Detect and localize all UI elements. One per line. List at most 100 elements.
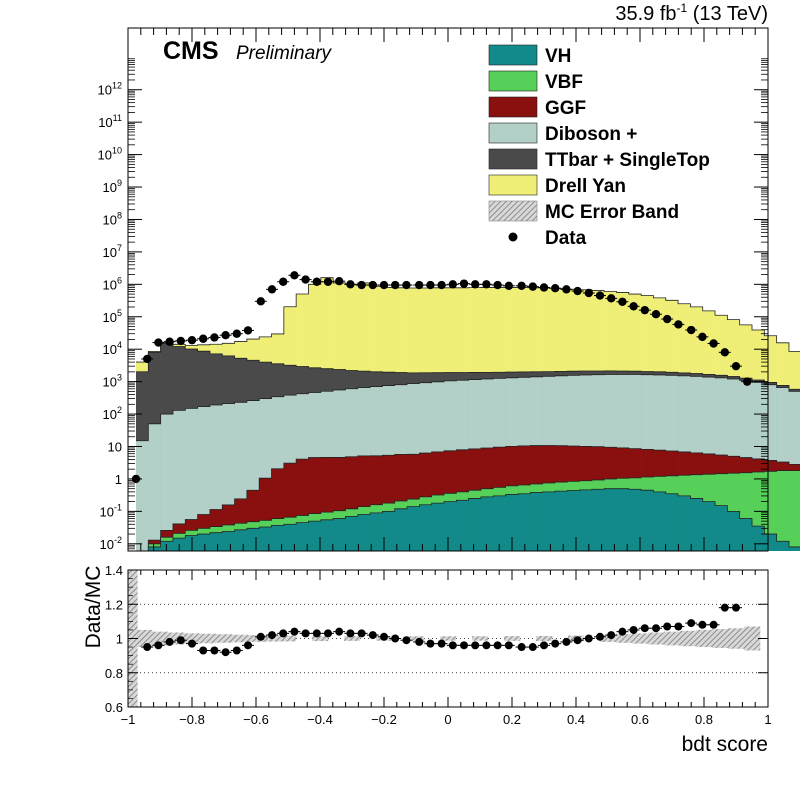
ratio-point — [618, 627, 627, 636]
stack-bin — [259, 526, 272, 551]
stack-bin — [702, 501, 716, 551]
ratio-band-bin — [696, 629, 713, 648]
ratio-band-bin — [680, 630, 697, 647]
legend-label: Data — [545, 228, 587, 249]
ratio-y-tick-label: 1.4 — [105, 563, 123, 578]
data-point — [368, 280, 377, 290]
ratio-point — [448, 641, 457, 650]
data-point — [154, 338, 163, 347]
ratio-band-bin — [280, 635, 297, 642]
ratio-point — [210, 646, 219, 655]
stack-outline-TTbar — [136, 342, 800, 390]
data-point — [595, 291, 605, 300]
ratio-point — [517, 643, 526, 652]
stack-bin — [641, 490, 654, 551]
legend-entry: Data — [508, 228, 587, 249]
stack-bin — [333, 518, 346, 551]
ratio-band-bin — [216, 634, 233, 643]
ratio-x-tick-label: −0.4 — [307, 712, 333, 727]
ratio-point — [562, 637, 571, 646]
stack-bin — [579, 489, 593, 551]
ratio-point — [199, 646, 208, 655]
stack-bin — [394, 508, 408, 551]
lumi-label: 35.9 fb-1 (13 TeV) — [615, 1, 768, 25]
stack-bin — [222, 531, 235, 551]
y-tick-label: 10-2 — [100, 535, 122, 552]
ratio-point — [165, 637, 174, 646]
data-point — [482, 280, 491, 289]
data-point — [640, 305, 649, 315]
stack-bin — [431, 503, 445, 551]
stack-bin — [185, 408, 198, 551]
ratio-x-tick-label: 1 — [764, 712, 771, 727]
data-point — [674, 320, 683, 329]
stack-bin — [776, 470, 790, 551]
ratio-point — [607, 631, 616, 640]
legend-swatch — [488, 122, 538, 144]
y-tick-label: 102 — [103, 405, 122, 422]
data-point — [143, 354, 152, 364]
stack-bin — [246, 528, 260, 551]
data-point — [187, 335, 197, 345]
ratio-point — [460, 641, 468, 650]
ratio-point — [335, 627, 344, 636]
stack-outline-GGF — [136, 445, 800, 552]
ratio-band-bin — [728, 628, 745, 649]
stack-bin — [296, 522, 309, 551]
stack-bin — [788, 546, 800, 551]
ratio-x-tick-label: 0 — [444, 712, 451, 727]
ratio-point — [380, 632, 388, 641]
ratio-point — [504, 641, 513, 650]
ratio-x-tick-label: −0.6 — [243, 712, 269, 727]
ratio-point — [573, 636, 582, 645]
ratio-x-tick-label: −0.8 — [179, 712, 205, 727]
data-point — [651, 310, 661, 319]
stack-bin — [604, 488, 617, 551]
stack-outline-VBF — [136, 470, 800, 552]
ratio-points — [141, 603, 742, 657]
stack-bin — [209, 532, 223, 551]
stack-bin — [727, 511, 740, 551]
stack-bin — [530, 492, 543, 551]
stack-bin — [788, 470, 800, 551]
data-point — [573, 286, 582, 296]
ratio-band-bin — [600, 635, 617, 642]
stack-bin — [419, 504, 432, 551]
data-point — [415, 280, 424, 290]
stack-bin — [444, 501, 457, 551]
data-point — [471, 280, 480, 289]
data-point — [279, 277, 288, 286]
ratio-band-bin — [136, 629, 153, 648]
ratio-x-tick-label: 0.6 — [631, 712, 649, 727]
stack-bin — [197, 534, 211, 551]
y-tick-label: 107 — [103, 243, 122, 260]
stack-bin — [382, 511, 396, 551]
stack-bin — [764, 534, 777, 551]
ratio-point — [663, 622, 672, 631]
ratio-point — [687, 619, 696, 628]
data-point — [312, 277, 321, 286]
stack-bin — [160, 541, 174, 551]
ratio-point — [640, 624, 649, 633]
stack-bin — [320, 519, 334, 551]
stack-bin — [752, 526, 765, 551]
ratio-point — [346, 629, 355, 638]
stack-bin — [456, 500, 469, 551]
stack-bin — [554, 491, 568, 551]
legend-marker — [508, 232, 518, 242]
legend-swatch — [488, 44, 538, 66]
ratio-point — [188, 639, 196, 648]
ratio-point — [415, 637, 424, 646]
ratio-point — [720, 603, 729, 612]
y-tick-label: 1 — [115, 472, 122, 487]
ratio-point — [279, 629, 288, 638]
ratio-y-tick-label: 1.2 — [105, 597, 123, 612]
ratio-point — [493, 641, 502, 650]
data-point — [562, 285, 571, 294]
stack-bin — [468, 498, 482, 551]
stack-bin — [616, 488, 630, 551]
ratio-point — [324, 629, 332, 638]
stack-bin — [370, 512, 383, 551]
stack-bin — [271, 525, 285, 551]
ratio-y-tick-label: 1 — [116, 632, 123, 647]
